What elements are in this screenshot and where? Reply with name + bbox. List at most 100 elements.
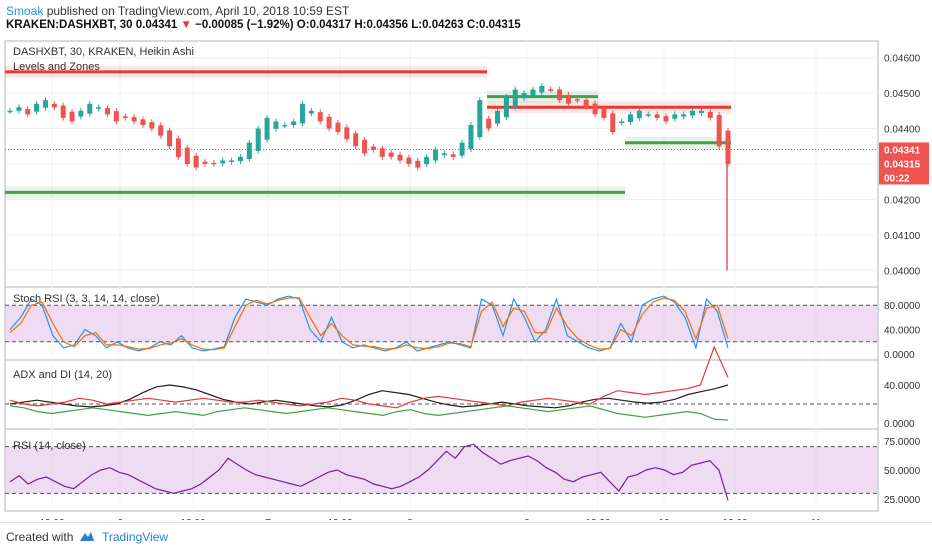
candle-body	[698, 110, 704, 114]
series-line	[9, 384, 729, 409]
down-triangle-icon: ▼	[180, 19, 192, 31]
price-tag-label: 00:22	[884, 173, 910, 184]
symbol-ohlc: KRAKEN:DASHXBT, 30 0.04341 ▼ −0.00085 (−…	[6, 19, 521, 31]
candle-body	[96, 107, 102, 109]
candle-body	[344, 127, 350, 140]
candle-body	[317, 112, 323, 122]
candle-body	[184, 147, 190, 164]
y-tick-label: 0.04200	[884, 195, 921, 206]
candle-body	[42, 100, 48, 108]
candle-body	[175, 138, 181, 157]
series-line	[9, 443, 729, 501]
candle-body	[406, 157, 412, 164]
chart-svg[interactable]: 12:00 6 12:00 7 12:00 8 9 12:00 10 12:00 11 0.04600…	[0, 36, 932, 529]
candle-body	[282, 125, 288, 127]
candle-body	[424, 156, 430, 165]
footer: Created with TradingView	[0, 522, 932, 551]
indicator-panes	[5, 295, 878, 501]
candle-body	[78, 110, 84, 117]
candle-body	[716, 114, 722, 147]
candle-body	[557, 89, 563, 101]
oscillator-band	[5, 305, 878, 342]
candle-body	[25, 109, 31, 115]
candle-body	[459, 142, 465, 156]
open-value: 0.04317	[309, 19, 352, 31]
price-change: −0.00085 (−1.92%)	[195, 19, 294, 31]
candle-body	[7, 110, 13, 113]
adx-title: ADX and DI (14, 20)	[13, 369, 112, 381]
candle-body	[335, 122, 341, 133]
candle-body	[362, 139, 368, 154]
candle-body	[202, 161, 208, 164]
candle-body	[308, 110, 314, 114]
candle-body	[300, 103, 306, 124]
x-tick-label: 12:00	[39, 518, 64, 520]
close-label: C:	[466, 19, 480, 31]
price-tag-label: 0.04315	[884, 159, 921, 170]
candle-body	[16, 107, 22, 111]
y-tick-label: 80.0000	[884, 301, 921, 312]
candle-body	[495, 110, 501, 124]
candle-body	[610, 113, 616, 133]
oscillator-band	[5, 446, 878, 494]
y-tick-label: 0.04000	[884, 266, 921, 277]
candle-body	[370, 146, 376, 150]
candle-body	[548, 89, 554, 91]
high-label: H:	[354, 19, 367, 31]
published-text: published on TradingView.com, April 10, …	[43, 4, 350, 18]
y-tick-label: 50.0000	[884, 466, 921, 477]
x-tick-label: 9	[524, 518, 530, 520]
candle-body	[574, 99, 580, 101]
candle-body	[34, 103, 40, 112]
x-tick-label: 12:00	[327, 518, 352, 520]
level-zones	[5, 65, 731, 199]
candle-body	[60, 105, 66, 118]
candle-body	[388, 152, 394, 157]
candle-body	[468, 125, 474, 150]
chart-title: DASHXBT, 30, KRAKEN, Heikin Ashi	[13, 46, 194, 58]
y-tick-label: 25.0000	[884, 495, 921, 506]
y-tick-label: 0.04500	[884, 89, 921, 100]
candle-body	[441, 153, 447, 156]
symbol-line: KRAKEN:DASHXBT, 30	[6, 19, 133, 31]
series-line	[9, 345, 729, 409]
candle-body	[450, 154, 456, 157]
tradingview-link[interactable]: TradingView	[102, 530, 169, 544]
candle-body	[521, 93, 527, 99]
candle-body	[193, 155, 199, 168]
candle-body	[379, 148, 385, 157]
candle-body	[681, 114, 687, 117]
last-price: 0.04341	[135, 19, 178, 31]
candle-body	[583, 99, 589, 108]
candle-body	[627, 114, 633, 123]
candle-body	[211, 162, 217, 165]
y-tick-label: 0.0000	[884, 419, 915, 430]
x-tick-label: 12:00	[180, 518, 205, 520]
candle-body	[565, 94, 571, 104]
candle-body	[601, 108, 607, 118]
candle-body	[220, 160, 226, 164]
tradingview-logo-icon[interactable]	[78, 529, 96, 543]
price-tag	[879, 170, 929, 185]
candle-body	[707, 111, 713, 118]
y-tick-label: 40.0000	[884, 381, 921, 392]
candle-body	[69, 111, 75, 122]
candle-body	[51, 103, 57, 108]
candle-body	[530, 89, 536, 96]
candle-body	[149, 122, 155, 129]
candle-body	[246, 142, 252, 160]
rsi-title: RSI (14, close)	[13, 440, 86, 452]
candle-body	[105, 107, 111, 115]
x-tick-label: 10	[658, 518, 670, 520]
author-link[interactable]: Smoak	[6, 4, 44, 18]
candle-body	[636, 110, 642, 119]
price-tag	[879, 156, 929, 171]
created-with-text: Created with	[6, 530, 74, 544]
chart-area[interactable]: 12:00 6 12:00 7 12:00 8 9 12:00 10 12:00 11 0.04600…	[0, 36, 932, 529]
candle-body	[654, 114, 660, 118]
candle-body	[432, 149, 438, 161]
candle-body	[503, 96, 509, 118]
candle-body	[672, 114, 678, 119]
y-tick-label: 0.04100	[884, 231, 921, 242]
candle-body	[87, 103, 93, 114]
